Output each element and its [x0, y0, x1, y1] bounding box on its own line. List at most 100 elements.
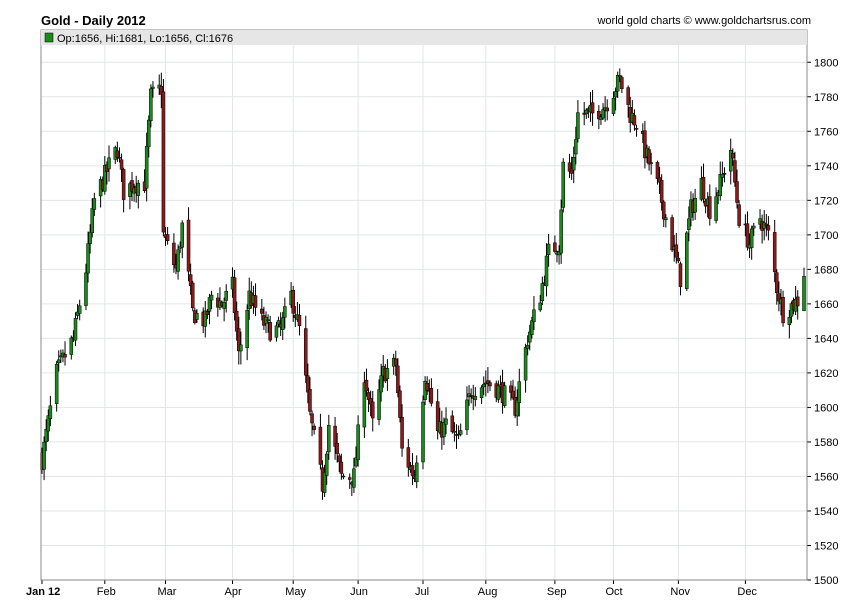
up-candle [222, 301, 226, 309]
up-candle [379, 375, 383, 393]
down-candle [764, 223, 769, 226]
down-candle [567, 162, 572, 172]
x-tick-label: Oct [606, 586, 623, 598]
down-candle [333, 425, 337, 447]
up-candle [479, 387, 484, 398]
down-candle [647, 149, 651, 165]
down-candle [597, 111, 601, 120]
chart-title: Gold - Daily 2012 [41, 13, 146, 28]
down-candle [172, 242, 176, 265]
down-candle [777, 293, 781, 302]
up-candle [613, 91, 618, 98]
x-tick-label: Feb [97, 586, 116, 598]
up-candle [728, 150, 733, 172]
down-candle [121, 169, 126, 200]
up-candle [324, 453, 329, 476]
up-candle [714, 196, 718, 221]
down-candle [766, 225, 771, 231]
down-candle [366, 392, 371, 400]
up-candle [802, 276, 806, 312]
down-candle [775, 272, 779, 293]
up-candle [362, 382, 367, 428]
down-candle [450, 415, 455, 432]
down-candle [306, 375, 310, 393]
up-candle [224, 290, 228, 301]
down-candle [569, 168, 574, 174]
down-candle [186, 219, 191, 272]
down-candle [310, 413, 314, 424]
ohlc-legend: Op:1656, Hi:1681, Lo:1656, Cl:1676 [41, 30, 807, 45]
down-candle [488, 382, 492, 387]
y-tick-label: 1800 [814, 57, 838, 69]
x-tick-label: Aug [478, 586, 498, 598]
down-candle [634, 128, 639, 130]
down-candle [676, 257, 681, 262]
down-candle [632, 115, 637, 126]
down-candle [731, 153, 735, 159]
x-tick-label: Apr [225, 586, 242, 598]
up-candle [532, 309, 536, 323]
up-candle [203, 310, 208, 327]
down-candle [398, 390, 402, 418]
x-tick-label: Jun [350, 586, 368, 598]
up-candle [147, 119, 151, 148]
y-tick-label: 1760 [814, 126, 838, 138]
up-candle [86, 243, 90, 274]
down-candle [657, 177, 662, 183]
down-candle [737, 204, 741, 226]
down-candle [733, 160, 737, 183]
up-candle [718, 173, 723, 197]
down-candle [708, 196, 712, 219]
up-candle [611, 97, 616, 114]
down-candle [626, 87, 630, 105]
up-candle [540, 283, 545, 301]
down-candle [364, 379, 369, 392]
down-candle [339, 461, 344, 474]
up-candle [685, 232, 689, 289]
up-candle [136, 182, 141, 196]
y-tick-label: 1560 [814, 471, 838, 483]
y-tick-label: 1540 [814, 506, 838, 518]
up-candle [720, 173, 725, 178]
up-candle [465, 399, 469, 430]
down-candle [335, 442, 339, 454]
x-tick-label: Dec [737, 586, 757, 598]
up-candle [528, 331, 532, 343]
down-candle [674, 244, 679, 258]
up-candle [615, 74, 620, 92]
y-tick-label: 1680 [814, 264, 838, 276]
down-candle [312, 425, 316, 430]
down-candle [406, 447, 411, 468]
y-tick-label: 1780 [814, 92, 838, 104]
up-candle [103, 165, 107, 192]
y-tick-label: 1580 [814, 437, 838, 449]
down-candle [661, 201, 666, 220]
down-candle [253, 295, 258, 308]
up-candle [88, 231, 92, 244]
down-candle [188, 274, 193, 286]
down-candle [237, 328, 241, 352]
down-candle [308, 389, 312, 412]
y-tick-label: 1600 [814, 402, 838, 414]
up-candle [561, 161, 566, 208]
candlestick-series [40, 68, 806, 500]
down-candle [590, 102, 595, 114]
down-candle [205, 311, 210, 315]
down-candle [318, 426, 323, 465]
down-candle [772, 232, 777, 273]
up-candle [322, 472, 327, 493]
down-candle [297, 315, 302, 327]
plot-frame [40, 29, 808, 581]
down-candle [511, 390, 515, 399]
down-candle [486, 380, 490, 384]
up-candle [787, 317, 792, 325]
down-candle [735, 181, 739, 203]
up-candle [502, 385, 507, 406]
x-tick-label: Mar [158, 586, 177, 598]
up-candle [209, 294, 214, 301]
down-candle [722, 173, 727, 175]
up-candle [77, 305, 82, 314]
up-candle [44, 429, 48, 443]
y-tick-label: 1660 [814, 299, 838, 311]
down-candle [232, 277, 237, 314]
